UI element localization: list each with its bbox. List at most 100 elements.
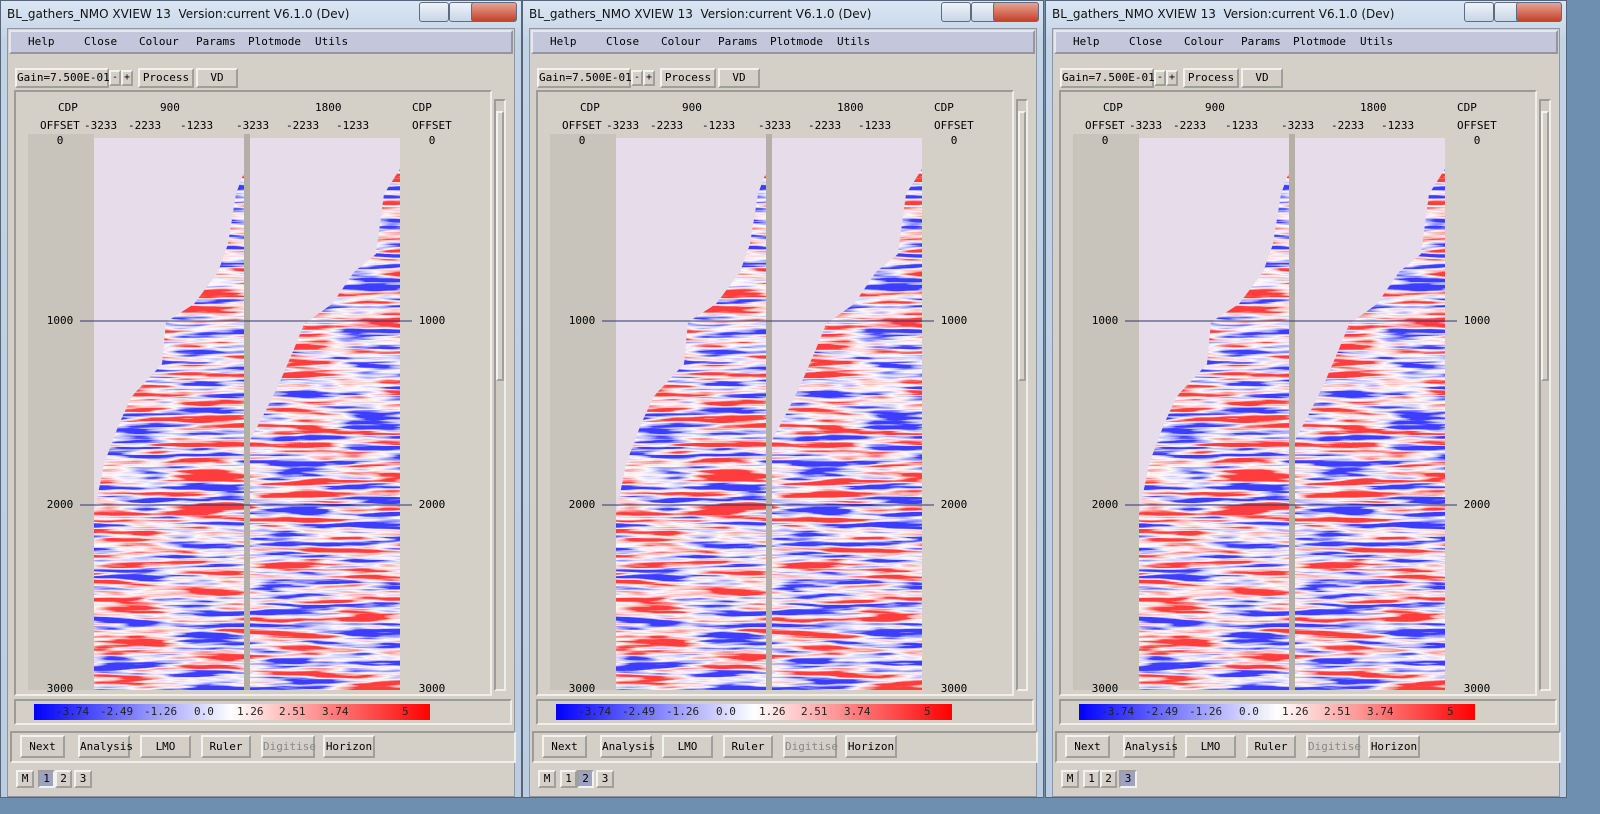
- offset-tick-label: -1233: [702, 119, 736, 132]
- page-tab[interactable]: 1: [38, 770, 55, 788]
- gain-button[interactable]: -: [109, 70, 121, 86]
- page-tab[interactable]: 2: [55, 770, 72, 788]
- close-button[interactable]: [1516, 2, 1562, 22]
- action-button[interactable]: Horizon: [323, 735, 375, 758]
- page-tab[interactable]: 1: [1083, 770, 1100, 788]
- client-area: Help Close Colour Params Plotmode Utils Gain=7…: [529, 28, 1038, 797]
- minimize-button[interactable]: [1464, 2, 1494, 22]
- colorbar-label: -1.26: [666, 705, 700, 718]
- menu-item[interactable]: Colour: [139, 35, 179, 48]
- window-title: BL_gathers_NMO XVIEW 13 Version:current …: [7, 7, 350, 21]
- action-button[interactable]: Digitise: [261, 735, 316, 758]
- offset-tick-label: -3233: [1129, 119, 1163, 132]
- page-tab[interactable]: M: [1061, 770, 1079, 788]
- menu-bar: Help Close Colour Params Plotmode Utils: [531, 30, 1035, 54]
- menu-item[interactable]: Help: [550, 35, 577, 48]
- time-label: 2000: [1463, 498, 1491, 511]
- panel-gap: [1289, 134, 1295, 690]
- action-button[interactable]: Next: [542, 735, 587, 758]
- action-button[interactable]: Next: [20, 735, 65, 758]
- colorbar-frame: - -3.74 -2.49 -1.26 0.0 1.26 2.51 3.74 5: [1059, 699, 1557, 725]
- menu-item[interactable]: Params: [718, 35, 758, 48]
- colorbar-label: -1.26: [1189, 705, 1223, 718]
- menu-item[interactable]: Utils: [837, 35, 871, 48]
- page-tab[interactable]: 3: [596, 770, 614, 788]
- menu-item[interactable]: Close: [1129, 35, 1163, 48]
- action-button[interactable]: Analysis: [1123, 735, 1178, 758]
- offset-tick-label: -1233: [1381, 119, 1415, 132]
- page-tab[interactable]: 3: [74, 770, 92, 788]
- action-button[interactable]: Horizon: [845, 735, 897, 758]
- menu-item[interactable]: Utils: [1360, 35, 1394, 48]
- close-button[interactable]: [993, 2, 1039, 22]
- action-button[interactable]: Analysis: [600, 735, 655, 758]
- offset-tick-label: -2233: [1173, 119, 1207, 132]
- menu-item[interactable]: Help: [28, 35, 55, 48]
- colorbar-label: 2.51: [279, 705, 306, 718]
- offset-tick-label: -2233: [808, 119, 842, 132]
- menu-item[interactable]: Params: [196, 35, 236, 48]
- toolbar-button[interactable]: Process: [660, 68, 716, 88]
- action-button[interactable]: Digitise: [1306, 735, 1361, 758]
- colorbar-label: 5: [402, 705, 409, 718]
- action-button[interactable]: Horizon: [1368, 735, 1420, 758]
- menu-item[interactable]: Close: [84, 35, 118, 48]
- menu-item[interactable]: Plotmode: [248, 35, 301, 48]
- menu-item[interactable]: Help: [1073, 35, 1100, 48]
- close-button[interactable]: [471, 2, 517, 22]
- menu-item[interactable]: Plotmode: [770, 35, 823, 48]
- action-button[interactable]: Ruler: [201, 735, 251, 758]
- menu-item[interactable]: Colour: [661, 35, 701, 48]
- toolbar-button[interactable]: VD: [196, 68, 238, 88]
- action-button[interactable]: Ruler: [723, 735, 773, 758]
- offset-tick-label: -3233: [606, 119, 640, 132]
- toolbar-button[interactable]: VD: [718, 68, 760, 88]
- panel-gap: [766, 134, 772, 690]
- colorbar-label: 3.74: [844, 705, 871, 718]
- minimize-button[interactable]: [419, 2, 449, 22]
- action-button[interactable]: Digitise: [783, 735, 838, 758]
- scroll-thumb[interactable]: [1541, 111, 1549, 381]
- gain-button[interactable]: -: [1154, 70, 1166, 86]
- gain-button[interactable]: +: [643, 70, 655, 86]
- action-button[interactable]: LMO: [1185, 735, 1236, 758]
- page-tab[interactable]: M: [16, 770, 34, 788]
- gain-button[interactable]: +: [1166, 70, 1178, 86]
- page-tab[interactable]: M: [538, 770, 556, 788]
- toolbar-button[interactable]: Process: [138, 68, 194, 88]
- gain-button[interactable]: -: [631, 70, 643, 86]
- menu-item[interactable]: Plotmode: [1293, 35, 1346, 48]
- time-label: 0: [1101, 134, 1109, 147]
- colorbar-label: -3.74: [56, 705, 90, 718]
- scroll-thumb[interactable]: [496, 111, 504, 381]
- action-button[interactable]: Ruler: [1246, 735, 1296, 758]
- colorbar-label: 0.0: [1239, 705, 1259, 718]
- action-button[interactable]: LMO: [140, 735, 191, 758]
- toolbar-button[interactable]: Process: [1183, 68, 1239, 88]
- scroll-thumb[interactable]: [1018, 111, 1026, 381]
- gain-label: Gain=7.500E-01: [537, 68, 632, 88]
- colorbar-label: 2.51: [1324, 705, 1351, 718]
- gain-button[interactable]: +: [121, 70, 133, 86]
- menu-item[interactable]: Colour: [1184, 35, 1224, 48]
- page-tab[interactable]: 3: [1119, 770, 1137, 788]
- time-label: 0: [950, 134, 958, 147]
- action-button[interactable]: LMO: [662, 735, 713, 758]
- cdp-tick-label: 900: [160, 101, 180, 114]
- menu-item[interactable]: Params: [1241, 35, 1281, 48]
- page-tab[interactable]: 2: [1100, 770, 1117, 788]
- cdp-tick-label: 1800: [315, 101, 342, 114]
- toolbar-button[interactable]: VD: [1241, 68, 1283, 88]
- offset-label: OFFSET: [1457, 119, 1497, 132]
- menu-item[interactable]: Close: [606, 35, 640, 48]
- time-label: 2000: [568, 498, 596, 511]
- action-button[interactable]: Analysis: [78, 735, 133, 758]
- menu-item[interactable]: Utils: [315, 35, 349, 48]
- minimize-button[interactable]: [941, 2, 971, 22]
- colorbar-gradient: [1079, 704, 1475, 720]
- page-tab[interactable]: 2: [577, 770, 594, 788]
- time-label: 1000: [46, 314, 74, 327]
- action-button[interactable]: Next: [1065, 735, 1110, 758]
- page-tab[interactable]: 1: [560, 770, 577, 788]
- plot-frame: CDP CDP 900 1800 OFFSET OFFSET -3233 -2233 -1233…: [14, 90, 492, 696]
